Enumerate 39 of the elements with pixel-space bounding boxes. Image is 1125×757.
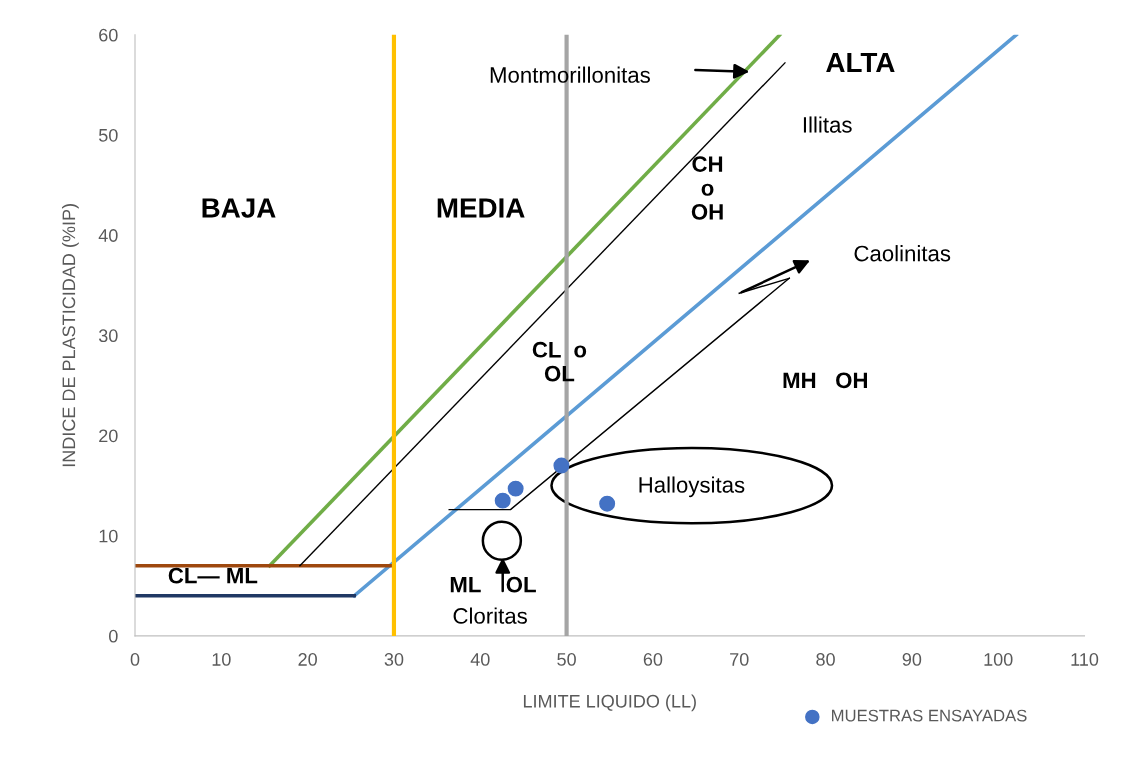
annotation: Illitas [803,116,852,133]
x-tick-label: 10 [212,653,231,666]
x-tick-label: 50 [557,653,576,666]
annotation: Cloritas [453,607,527,624]
y-tick-label: 40 [98,229,118,242]
y-tick-label: 60 [99,28,118,42]
point [553,457,570,474]
x-axis-title: LIMITE LIQUIDO (LL) [523,694,696,712]
annotation: Halloysitas [639,476,745,498]
x-tick-label: 30 [384,653,404,666]
y-tick-label: 30 [98,329,118,343]
annotation: MH OH [783,372,867,389]
point [494,492,511,509]
point [507,480,524,497]
x-tick-label: 60 [643,653,663,666]
annotation: ML OL [450,576,536,593]
point [599,495,616,512]
x-tick-label: 80 [816,653,835,666]
annotation: ALTA [826,52,895,73]
x-tick-label: 20 [298,653,317,666]
y-tick-label: 50 [98,128,118,142]
y-axis-title: INDICE DE PLASTICIDAD (%IP) [61,204,79,467]
annotation: Caolinitas [854,245,951,262]
annotation: CH o OH [691,156,723,220]
legend-label: MUESTRAS ENSAYADAS [832,709,1027,722]
annotation: MEDIA [437,198,525,218]
annotation: Montmorillonitas [490,66,650,83]
x-tick-label: 110 [1071,653,1099,666]
x-tick-label: 70 [730,653,749,666]
y-tick-label: 0 [109,629,118,643]
annotation: CL— ML [168,567,258,584]
x-tick-label: 100 [984,653,1013,666]
x-tick-label: 90 [902,653,922,666]
x-tick-label: 0 [130,653,140,666]
y-tick-label: 10 [99,529,118,543]
annotation: BAJA [202,198,276,218]
annotation: CL o OL [532,341,587,382]
x-tick-label: 40 [470,653,490,666]
y-tick-label: 20 [99,429,118,443]
